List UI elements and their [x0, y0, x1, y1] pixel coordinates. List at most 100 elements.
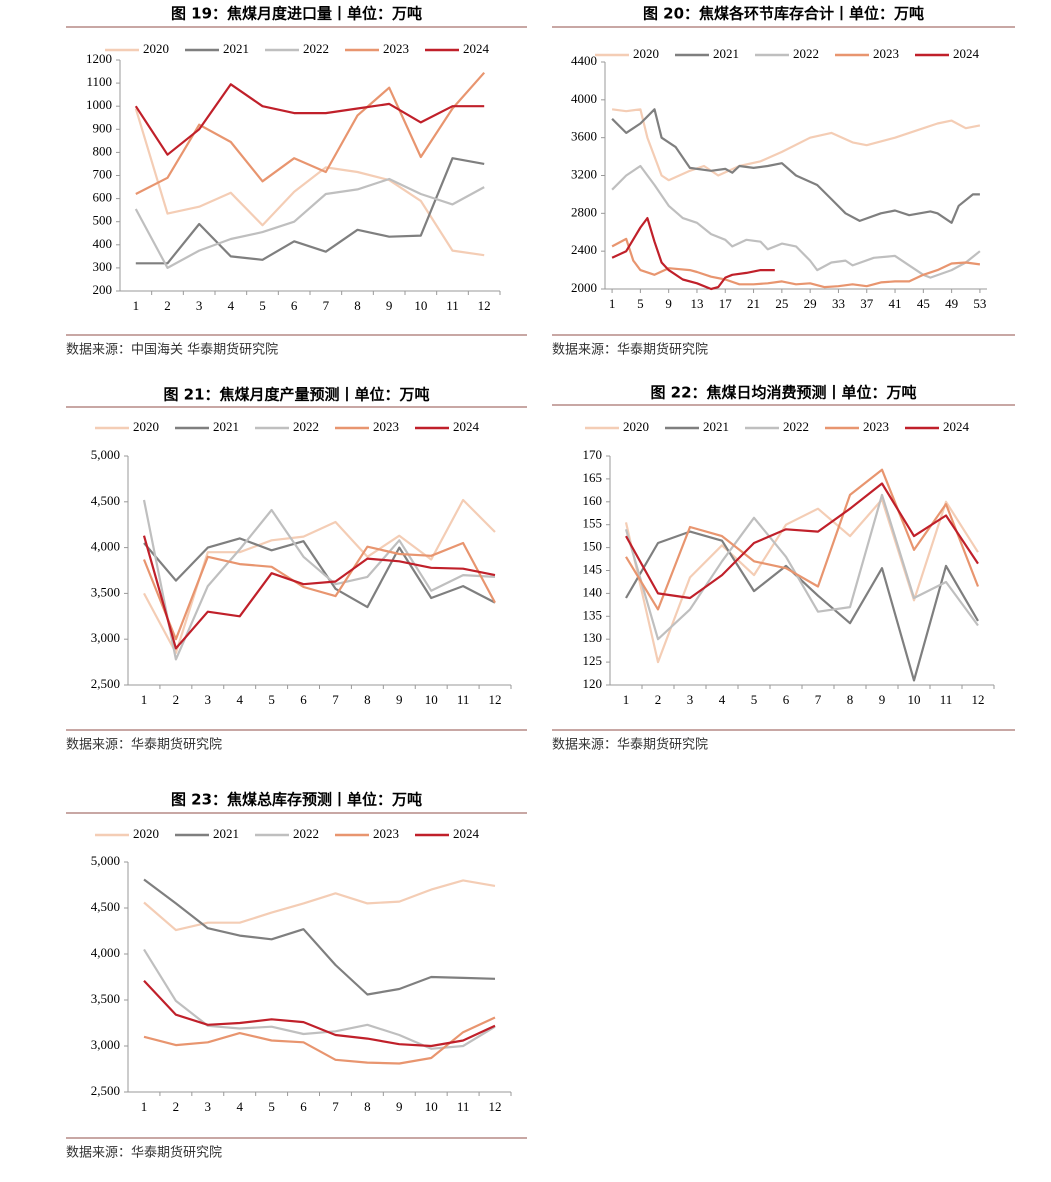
x-tick-label: 1: [133, 298, 140, 313]
x-tick-label: 3: [205, 1099, 212, 1114]
x-tick-label: 10: [908, 692, 921, 707]
x-tick-label: 37: [860, 296, 874, 311]
series-line: [143, 1016, 496, 1065]
x-tick-label: 12: [489, 1099, 502, 1114]
series-line: [611, 237, 981, 289]
x-tick-label: 9: [665, 296, 672, 311]
y-tick-label: 400: [93, 236, 113, 251]
x-tick-label: 10: [425, 692, 438, 707]
y-tick-label: 2,500: [91, 1083, 120, 1098]
x-tick-label: 10: [425, 1099, 438, 1114]
legend-label: 2023: [373, 419, 399, 434]
x-tick-label: 5: [751, 692, 758, 707]
x-tick-label: 7: [323, 298, 330, 313]
x-tick-label: 5: [259, 298, 266, 313]
x-tick-label: 8: [847, 692, 854, 707]
series-line: [143, 878, 496, 996]
y-tick-label: 5,000: [91, 447, 120, 462]
series-line: [624, 498, 979, 664]
legend-label: 2020: [133, 419, 159, 434]
y-tick-label: 3,500: [91, 991, 120, 1006]
x-tick-label: 12: [972, 692, 985, 707]
legend-label: 2021: [213, 826, 239, 841]
y-tick-label: 3,500: [91, 584, 120, 599]
x-tick-label: 11: [940, 692, 953, 707]
x-tick-label: 29: [804, 296, 817, 311]
x-tick-label: 49: [945, 296, 958, 311]
legend-label: 2024: [943, 419, 970, 434]
y-tick-label: 2,500: [91, 676, 120, 691]
y-tick-label: 160: [583, 493, 603, 508]
x-tick-label: 11: [457, 692, 470, 707]
x-tick-label: 2: [173, 692, 180, 707]
series-line: [611, 217, 775, 291]
legend-label: 2024: [463, 41, 490, 56]
chart-title: 图 19：焦煤月度进口量丨单位：万吨: [171, 5, 422, 23]
y-tick-label: 140: [583, 584, 603, 599]
x-tick-label: 8: [364, 1099, 371, 1114]
y-tick-label: 165: [583, 470, 603, 485]
y-tick-label: 300: [93, 259, 113, 274]
source: 数据来源：中国海关 华泰期货研究院: [66, 342, 278, 358]
y-tick-label: 4,500: [91, 899, 120, 914]
y-tick-label: 1100: [86, 74, 112, 89]
legend-label: 2023: [383, 41, 409, 56]
legend-label: 2024: [453, 826, 480, 841]
x-tick-label: 3: [196, 298, 203, 313]
legend-label: 2023: [373, 826, 399, 841]
x-tick-label: 8: [354, 298, 361, 313]
y-tick-label: 200: [93, 282, 113, 297]
y-tick-label: 3600: [571, 129, 597, 144]
legend-label: 2022: [783, 419, 809, 434]
y-tick-label: 3,000: [91, 630, 120, 645]
x-tick-label: 8: [364, 692, 371, 707]
x-tick-label: 7: [815, 692, 822, 707]
series-line: [611, 108, 981, 182]
x-tick-label: 11: [457, 1099, 470, 1114]
y-tick-label: 155: [583, 516, 603, 531]
x-tick-label: 1: [141, 1099, 148, 1114]
y-tick-label: 3200: [571, 166, 597, 181]
y-tick-label: 700: [93, 166, 113, 181]
legend-label: 2023: [873, 46, 899, 61]
y-tick-label: 145: [583, 561, 603, 576]
x-tick-label: 41: [889, 296, 902, 311]
y-tick-label: 2000: [571, 280, 597, 295]
x-tick-label: 7: [332, 1099, 339, 1114]
x-tick-label: 9: [396, 1099, 403, 1114]
series-line: [143, 537, 496, 609]
x-tick-label: 5: [637, 296, 644, 311]
series-line: [135, 157, 485, 265]
y-tick-label: 135: [583, 607, 603, 622]
y-tick-label: 900: [93, 120, 113, 135]
y-tick-label: 4,000: [91, 539, 120, 554]
x-tick-label: 45: [917, 296, 930, 311]
x-tick-label: 5: [268, 1099, 275, 1114]
x-tick-label: 1: [623, 692, 630, 707]
x-tick-label: 4: [719, 692, 726, 707]
legend-label: 2020: [133, 826, 159, 841]
y-tick-label: 120: [583, 676, 603, 691]
y-tick-label: 3,000: [91, 1037, 120, 1052]
series-line: [625, 482, 979, 600]
series-line: [142, 541, 496, 641]
series-line: [143, 879, 496, 932]
series-line: [611, 164, 981, 279]
x-tick-label: 53: [973, 296, 986, 311]
series-line: [625, 530, 979, 682]
legend-label: 2022: [793, 46, 819, 61]
legend-label: 2022: [303, 41, 329, 56]
legend-label: 2021: [703, 419, 729, 434]
x-tick-label: 9: [396, 692, 403, 707]
y-tick-label: 1000: [86, 97, 112, 112]
x-tick-label: 4: [228, 298, 235, 313]
y-tick-label: 1200: [86, 51, 112, 66]
series-line: [134, 177, 485, 269]
legend-label: 2020: [143, 41, 169, 56]
legend-label: 2023: [863, 419, 889, 434]
x-tick-label: 1: [141, 692, 148, 707]
legend-label: 2021: [213, 419, 239, 434]
x-tick-label: 9: [879, 692, 886, 707]
y-tick-label: 4,500: [91, 493, 120, 508]
